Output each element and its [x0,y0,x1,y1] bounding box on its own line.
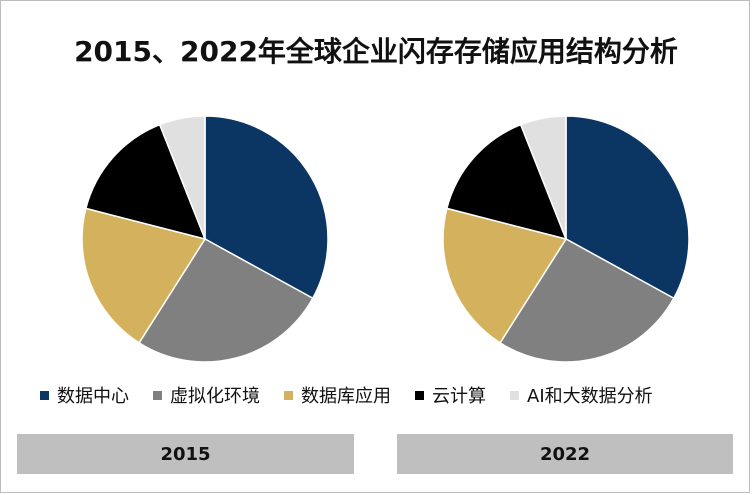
legend-label: AI和大数据分析 [527,386,653,407]
year-label-2022: 2022 [397,434,733,474]
pie-slice-2 [138,238,314,363]
legend-swatch [40,390,49,400]
pie-slice-2 [499,238,675,363]
legend-label: 云计算 [432,386,486,407]
pie-slice-1 [204,115,329,300]
legend-label: 数据库应用 [301,386,391,407]
legend-label: 数据中心 [57,386,129,407]
chart-title: 2015、2022年全球企业闪存存储应用结构分析 [74,35,678,68]
year-label-2015: 2015 [17,434,354,474]
legend-swatch [284,390,293,400]
legend-item-database: 数据库应用 [284,382,391,408]
pie-slice-1 [565,115,690,300]
legend-item-ai-big-data: AI和大数据分析 [510,382,653,408]
pie-slice-4 [445,123,568,241]
legend-item-data-center: 数据中心 [40,382,129,408]
pie-slice-3 [442,207,568,344]
legend-item-cloud: 云计算 [415,382,486,408]
legend-label: 虚拟化环境 [170,386,260,407]
pie-slice-3 [81,207,207,344]
legend-item-virtualization: 虚拟化环境 [153,382,260,408]
pie-slice-5 [158,115,206,240]
pie-slice-4 [84,123,207,241]
pie-chart-2022 [442,115,690,363]
legend-swatch [415,390,424,400]
pie-slice-5 [519,115,567,240]
legend-swatch [153,390,162,400]
pie-chart-2015 [81,115,329,363]
legend-swatch [510,390,519,400]
chart-legend: 数据中心 虚拟化环境 数据库应用 云计算 AI和大数据分析 [40,382,653,408]
